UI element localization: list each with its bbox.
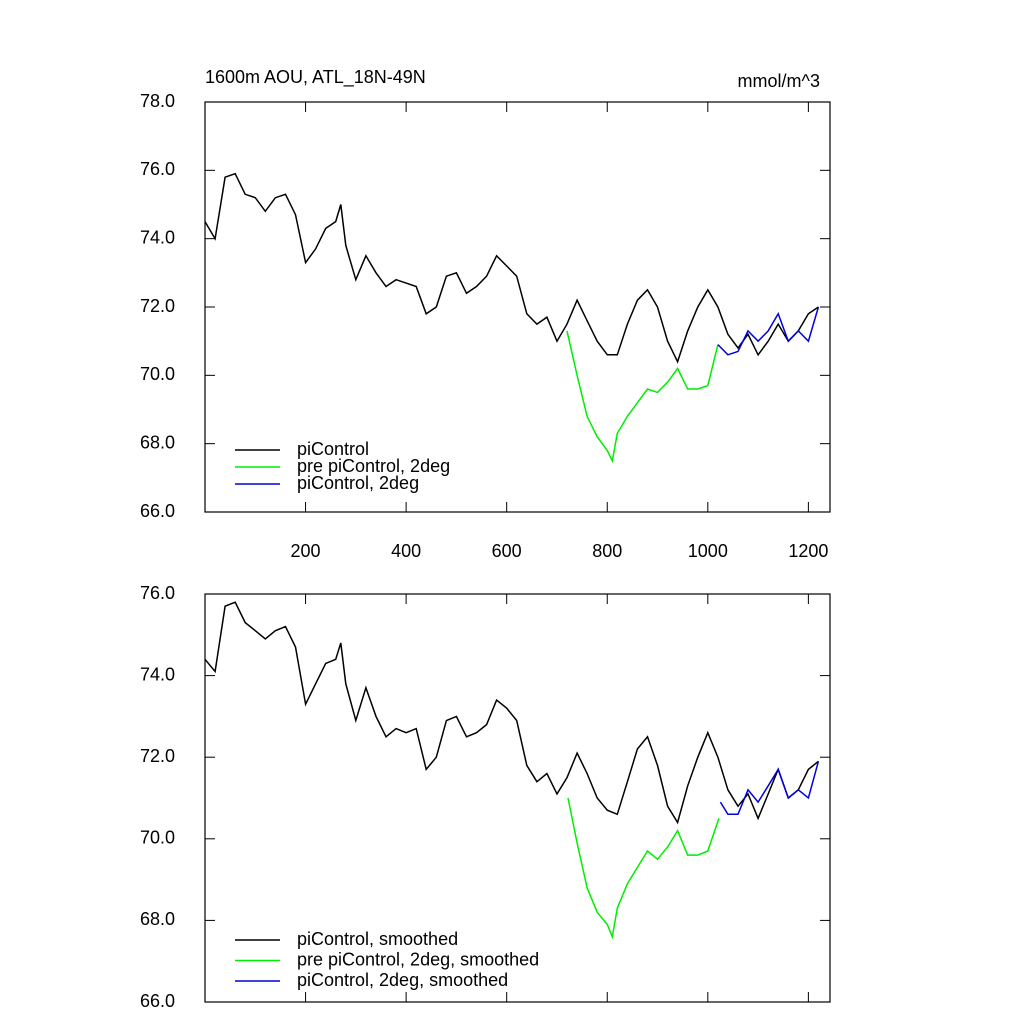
x-tick-label: 1200 [788, 541, 828, 561]
y-tick-label: 72.0 [140, 746, 175, 766]
x-tick-label: 800 [592, 541, 622, 561]
plot-frame [204, 593, 831, 1003]
units-label: mmol/m^3 [738, 71, 820, 91]
chart-title: 1600m AOU, ATL_18N-49N [205, 67, 426, 88]
series-line [204, 601, 819, 825]
x-tick-label: 200 [291, 541, 321, 561]
y-tick-label: 76.0 [140, 159, 175, 179]
y-tick-label: 74.0 [140, 664, 175, 684]
legend-label: piControl, 2deg [297, 473, 419, 493]
y-tick-label: 70.0 [140, 364, 175, 384]
legend-label: piControl, smoothed [297, 929, 458, 949]
y-tick-label: 70.0 [140, 828, 175, 848]
x-tick-label: 1000 [688, 541, 728, 561]
y-tick-label: 74.0 [140, 227, 175, 247]
y-tick-label: 68.0 [140, 432, 175, 452]
y-tick-label: 66.0 [140, 991, 175, 1011]
x-tick-label: 400 [391, 541, 421, 561]
legend-label: pre piControl, 2deg [297, 456, 450, 476]
y-tick-label: 66.0 [140, 501, 175, 521]
series-line [204, 172, 819, 364]
legend-label: piControl [297, 439, 369, 459]
series-line [717, 306, 820, 356]
y-tick-label: 78.0 [140, 91, 175, 111]
series-line [719, 761, 820, 816]
legend-label: pre piControl, 2deg, smoothed [297, 949, 539, 969]
legend-label: piControl, 2deg, smoothed [297, 970, 508, 990]
y-tick-label: 76.0 [140, 583, 175, 603]
y-tick-label: 68.0 [140, 909, 175, 929]
series-line [567, 797, 720, 940]
y-tick-label: 72.0 [140, 296, 175, 316]
series-line [566, 330, 719, 464]
x-tick-label: 600 [492, 541, 522, 561]
